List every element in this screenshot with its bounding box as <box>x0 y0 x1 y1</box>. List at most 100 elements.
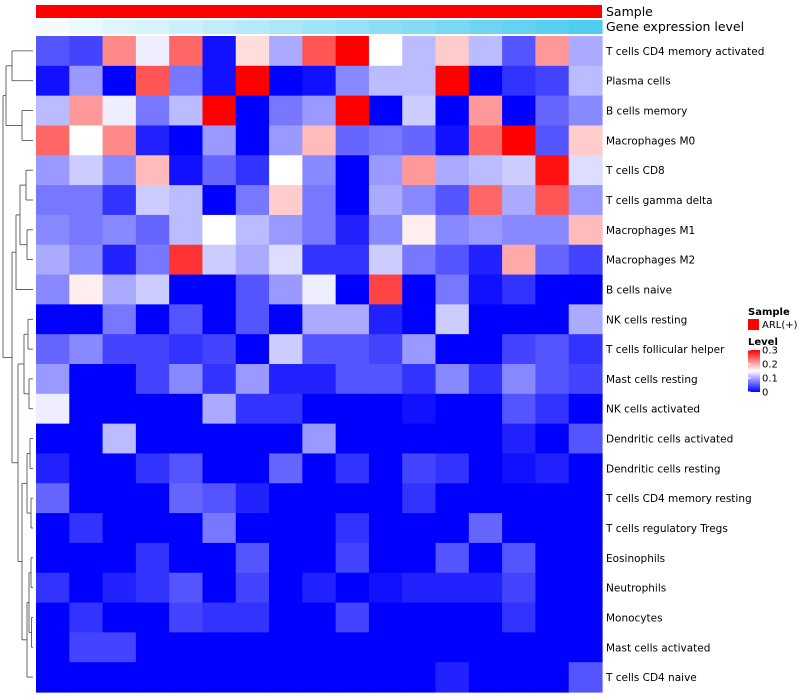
expression-annotation-cell <box>169 20 204 34</box>
heatmap-cell <box>36 95 70 127</box>
heatmap-cell <box>202 274 237 305</box>
heatmap-cell <box>468 155 503 186</box>
heatmap-cell <box>69 662 104 693</box>
heatmap-cell <box>36 423 70 455</box>
heatmap-cell <box>135 244 170 276</box>
heatmap-cell <box>302 95 337 127</box>
heatmap-cell <box>335 423 370 455</box>
heatmap-cell <box>402 334 437 365</box>
heatmap-cell <box>468 662 503 693</box>
heatmap-cell <box>302 453 337 484</box>
heatmap-cell <box>169 65 204 97</box>
heatmap-cell <box>535 483 570 514</box>
heatmap-cell <box>502 662 537 693</box>
heatmap-cell <box>368 185 403 216</box>
heatmap-cell <box>135 572 170 604</box>
heatmap-cell <box>302 36 337 67</box>
heatmap-cell <box>269 304 303 335</box>
heatmap-cell <box>135 185 170 216</box>
heatmap-cell <box>102 632 137 663</box>
column-annotations: Sample Gene expression level <box>36 4 744 34</box>
heatmap-cell <box>235 542 270 574</box>
heatmap-cell <box>102 304 137 335</box>
heatmap-cell <box>202 423 237 455</box>
heatmap-cell <box>135 364 170 395</box>
heatmap-cell <box>335 393 370 425</box>
heatmap-cell <box>368 214 403 246</box>
heatmap-cell <box>468 483 503 514</box>
heatmap-cell <box>302 65 337 97</box>
row-label: T cells follicular helper <box>605 344 725 356</box>
legend-sample-entry: ARL(+) <box>762 320 798 331</box>
heatmap-cell <box>69 214 104 246</box>
row-label: Mast cells resting <box>606 374 698 386</box>
heatmap-cell <box>102 542 137 574</box>
heatmap-cell <box>169 393 204 425</box>
sample-annotation-bar <box>36 5 602 18</box>
heatmap-cell <box>302 662 337 693</box>
heatmap-cell <box>535 155 570 186</box>
expression-annotation-cell <box>368 20 403 34</box>
heatmap-cell <box>335 602 370 633</box>
heatmap-cell <box>335 542 370 574</box>
heatmap-cell <box>335 364 370 395</box>
row-label: Dendritic cells activated <box>606 434 733 446</box>
heatmap-cell <box>36 364 70 395</box>
heatmap-cell <box>169 364 204 395</box>
heatmap-cell <box>402 483 437 514</box>
heatmap-cell <box>435 453 470 484</box>
heatmap-cell <box>335 274 370 305</box>
heatmap-cell <box>535 214 570 246</box>
heatmap-cell <box>502 125 537 156</box>
heatmap-cell <box>568 572 603 604</box>
expression-annotation-cell <box>269 20 303 34</box>
heatmap-cell <box>502 602 537 633</box>
heatmap-cell <box>202 214 237 246</box>
heatmap-cell <box>36 483 70 514</box>
heatmap-cell <box>368 423 403 455</box>
heatmap-cell <box>202 185 237 216</box>
heatmap-cell <box>435 36 470 67</box>
heatmap-cell <box>335 95 370 127</box>
heatmap-cell <box>202 304 237 335</box>
heatmap-cell <box>335 125 370 156</box>
heatmap-cell <box>36 214 70 246</box>
heatmap-cell <box>402 632 437 663</box>
heatmap-cell <box>102 334 137 365</box>
heatmap-cell <box>335 304 370 335</box>
heatmap-cell <box>535 65 570 97</box>
heatmap-cell <box>402 244 437 276</box>
expression-annotation-cell <box>535 20 570 34</box>
heatmap-cell <box>502 95 537 127</box>
heatmap-cell <box>435 423 470 455</box>
heatmap-cell <box>568 423 603 455</box>
heatmap-cell <box>169 632 204 663</box>
heatmap-cell <box>568 304 603 335</box>
heatmap-cell <box>102 214 137 246</box>
heatmap-cell <box>135 483 170 514</box>
heatmap-cell <box>135 393 170 425</box>
heatmap-cell <box>368 36 403 67</box>
heatmap-cell <box>302 185 337 216</box>
heatmap-cell <box>202 155 237 186</box>
heatmap-cell <box>302 542 337 574</box>
heatmap-cell <box>302 125 337 156</box>
heatmap-cell <box>135 662 170 693</box>
heatmap-cell <box>435 95 470 127</box>
heatmap-cell <box>535 513 570 544</box>
heatmap-cell <box>568 483 603 514</box>
legend-sample-title: Sample <box>748 307 790 318</box>
heatmap-cell <box>36 125 70 156</box>
heatmap-cell <box>568 244 603 276</box>
heatmap-cell <box>135 453 170 484</box>
heatmap-cell <box>568 95 603 127</box>
heatmap-cell <box>102 244 137 276</box>
heatmap-cell <box>269 542 303 574</box>
row-label: B cells memory <box>606 106 687 118</box>
heatmap-cell <box>502 483 537 514</box>
heatmap-cell <box>102 155 137 186</box>
heatmap-cell <box>468 602 503 633</box>
heatmap-cell <box>568 542 603 574</box>
heatmap-cell <box>202 483 237 514</box>
heatmap-cell <box>69 632 104 663</box>
